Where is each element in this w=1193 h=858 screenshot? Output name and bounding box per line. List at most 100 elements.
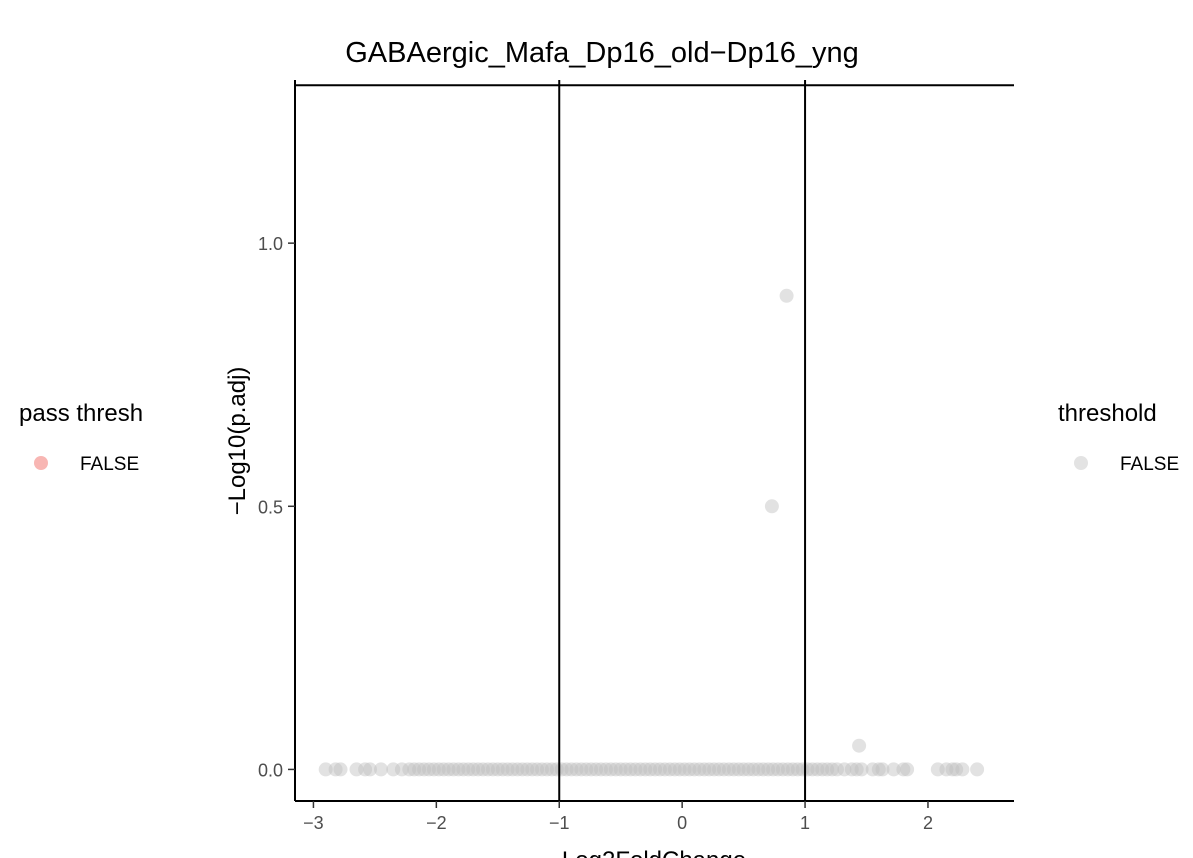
data-point-4 <box>358 762 373 777</box>
data-point-35 <box>530 762 545 777</box>
data-point-46 <box>584 762 599 777</box>
data-point-9 <box>402 762 417 777</box>
data-point-49 <box>599 762 613 777</box>
data-point-53 <box>618 762 633 777</box>
legend-threshold: threshold FALSE <box>1058 400 1179 475</box>
data-point-24 <box>476 762 490 777</box>
x-ticks: −3 −2 −1 0 1 2 <box>303 801 933 833</box>
data-point-77 <box>736 762 751 777</box>
data-point-21 <box>461 762 476 777</box>
data-point-47 <box>589 762 604 777</box>
data-point-52 <box>613 762 628 777</box>
x-tick-label-3: 0 <box>677 813 687 833</box>
data-point-102 <box>871 762 886 777</box>
data-point-33 <box>520 762 535 777</box>
data-point-68 <box>692 762 707 777</box>
data-point-28 <box>495 762 510 777</box>
data-point-27 <box>490 762 505 777</box>
data-point-108 <box>939 762 954 777</box>
data-point-65 <box>677 762 692 777</box>
legend-threshold-title: threshold <box>1058 400 1157 427</box>
data-point-66 <box>682 762 697 777</box>
axes <box>294 80 1014 802</box>
data-point-10 <box>407 762 422 777</box>
data-point-40 <box>554 762 569 777</box>
data-point-17 <box>441 762 456 777</box>
data-point-8 <box>394 762 409 777</box>
data-point-74 <box>721 762 736 777</box>
data-point-5 <box>363 762 377 777</box>
data-point-43 <box>569 762 584 777</box>
data-point-42 <box>564 762 579 777</box>
data-point-1 <box>328 762 343 777</box>
data-point-55 <box>628 762 643 777</box>
legend-pass-thresh: pass thresh FALSE <box>19 400 143 475</box>
data-point-32 <box>515 762 530 777</box>
x-tick-label-0: −3 <box>303 813 324 833</box>
data-point-60 <box>653 762 667 777</box>
data-point-62 <box>662 762 677 777</box>
data-point-57 <box>638 762 653 777</box>
data-point-29 <box>500 762 515 777</box>
data-point-56 <box>633 762 648 777</box>
data-point-93 <box>815 762 830 777</box>
data-point-36 <box>535 762 549 777</box>
y-tick-label-0: 0.0 <box>258 760 283 780</box>
data-point-73 <box>716 762 731 777</box>
y-tick-label-2: 1.0 <box>258 234 283 254</box>
data-point-67 <box>687 762 702 777</box>
data-point-14 <box>426 762 441 777</box>
data-point-100 <box>854 762 869 777</box>
data-point-44 <box>574 762 589 777</box>
data-point-94 <box>820 762 835 777</box>
data-point-58 <box>643 762 658 777</box>
data-point-97 <box>837 762 852 777</box>
data-point-75 <box>726 762 741 777</box>
data-point-18 <box>446 762 461 777</box>
data-point-84 <box>771 762 785 777</box>
data-point-61 <box>657 762 672 777</box>
legend-pass-thresh-label: FALSE <box>80 454 139 475</box>
data-point-90 <box>800 762 815 777</box>
x-tick-label-4: 1 <box>800 813 810 833</box>
legend-pass-thresh-title: pass thresh <box>19 400 143 427</box>
data-point-88 <box>790 762 805 777</box>
reference-lines <box>295 80 1014 801</box>
points-layer <box>318 288 985 777</box>
data-point-76 <box>731 762 746 777</box>
data-point-105 <box>896 762 911 777</box>
x-tick-label-5: 2 <box>923 813 933 833</box>
data-point-6 <box>374 762 388 777</box>
data-point-19 <box>451 762 466 777</box>
data-point-92 <box>810 762 825 777</box>
data-point-22 <box>466 762 481 777</box>
data-point-48 <box>594 762 608 777</box>
data-point-34 <box>525 762 540 777</box>
data-point-81 <box>756 762 771 777</box>
data-point-82 <box>761 762 776 777</box>
data-point-64 <box>672 762 687 777</box>
data-point-37 <box>540 762 554 777</box>
data-point-20 <box>456 762 471 777</box>
data-point-63 <box>667 762 682 777</box>
data-point-103 <box>875 762 890 777</box>
data-point-30 <box>505 762 520 777</box>
data-point-91 <box>805 762 820 777</box>
data-point-98 <box>844 762 859 777</box>
y-axis-label: −Log10(p.adj) <box>224 367 251 516</box>
legend-pass-thresh-key <box>34 456 48 470</box>
data-point-7 <box>386 762 401 777</box>
data-point-0 <box>318 762 333 777</box>
data-point-101 <box>865 762 880 777</box>
data-point-11 <box>412 762 427 777</box>
data-point-raised-2 <box>852 738 867 753</box>
data-point-45 <box>579 762 594 777</box>
legend-threshold-label: FALSE <box>1120 454 1179 475</box>
data-point-16 <box>436 762 451 777</box>
data-point-85 <box>775 762 790 777</box>
data-point-15 <box>431 762 446 777</box>
data-point-109 <box>945 762 960 777</box>
data-point-31 <box>510 762 525 777</box>
data-point-59 <box>648 762 663 777</box>
data-point-54 <box>623 762 638 777</box>
